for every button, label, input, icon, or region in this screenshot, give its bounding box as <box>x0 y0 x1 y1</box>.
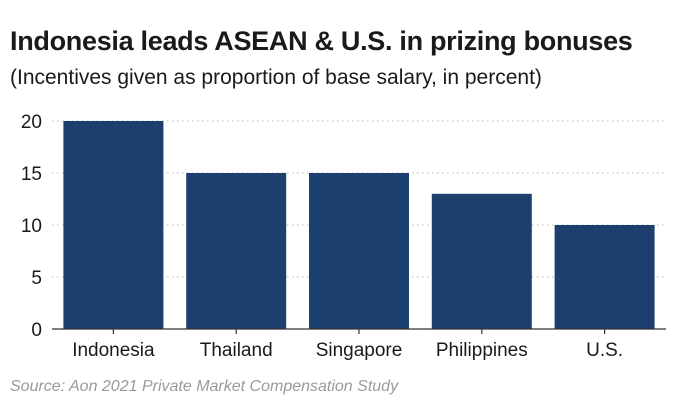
bar <box>186 173 287 329</box>
bar <box>63 121 164 329</box>
chart-subtitle: (Incentives given as proportion of base … <box>10 66 542 89</box>
x-tick-marks <box>112 329 606 334</box>
y-tick-label: 0 <box>31 320 42 341</box>
bars <box>63 121 655 329</box>
y-tick-label: 5 <box>31 268 42 289</box>
y-tick-label: 20 <box>21 112 42 133</box>
x-tick-label: U.S. <box>586 340 623 361</box>
y-tick-labels: 0 5 10 15 20 <box>21 112 42 341</box>
x-tick-label: Thailand <box>200 340 273 361</box>
bar <box>554 225 655 329</box>
x-tick-labels: Indonesia Thailand Singapore Philippines U.S… <box>72 340 623 361</box>
chart-title: Indonesia leads ASEAN & U.S. in prizing … <box>10 26 633 56</box>
bar <box>309 173 409 329</box>
bar <box>431 193 532 329</box>
x-tick-label: Philippines <box>436 340 528 361</box>
x-tick-label: Singapore <box>316 340 403 361</box>
x-tick-label: Indonesia <box>72 340 155 361</box>
source-note: Source: Aon 2021 Private Market Compensa… <box>10 378 399 395</box>
y-tick-label: 15 <box>21 164 42 185</box>
y-tick-label: 10 <box>21 216 42 237</box>
